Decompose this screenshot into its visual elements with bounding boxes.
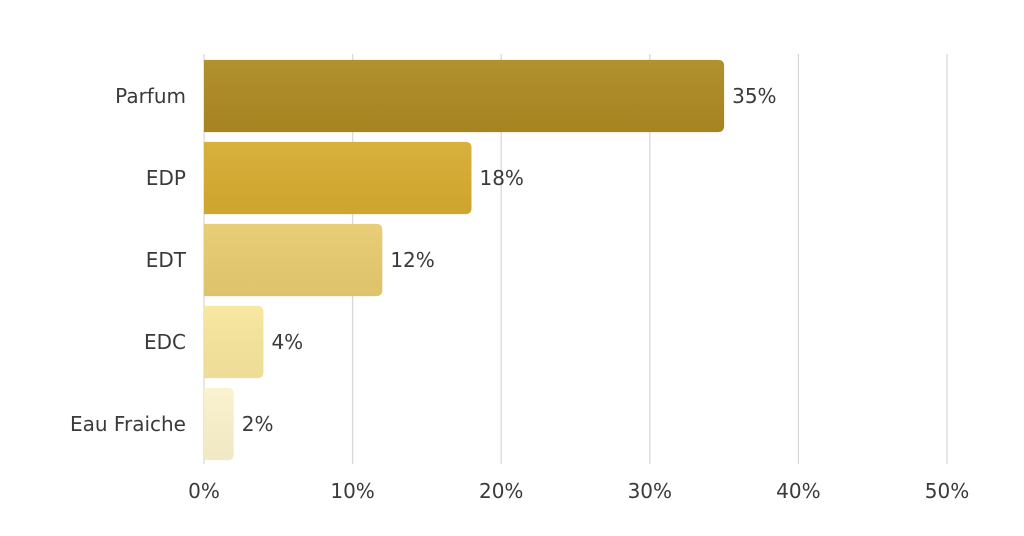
x-tick-label: 10%	[330, 479, 374, 503]
bar-shade	[204, 59, 725, 133]
bar-shade	[204, 387, 234, 461]
bar-shade	[204, 305, 264, 379]
data-label: 18%	[479, 166, 523, 190]
bars	[204, 59, 725, 461]
data-label: 2%	[242, 412, 274, 436]
category-label: Eau Fraiche	[70, 412, 186, 436]
category-label: Parfum	[115, 84, 186, 108]
x-tick-label: 30%	[628, 479, 672, 503]
data-label: 35%	[732, 84, 776, 108]
x-tick-label: 50%	[925, 479, 969, 503]
x-tick-label: 20%	[479, 479, 523, 503]
data-label: 4%	[271, 330, 303, 354]
category-label: EDC	[144, 330, 186, 354]
x-tick-label: 40%	[776, 479, 820, 503]
category-label: EDP	[146, 166, 186, 190]
category-label: EDT	[146, 248, 187, 272]
data-label: 12%	[390, 248, 434, 272]
bar-shade	[204, 223, 383, 297]
bar-shade	[204, 141, 472, 215]
labels: 0% 10% 20% 30% 40% 50% Parfum 35% EDP 18% EDT 12% ED…	[70, 84, 969, 503]
x-tick-label: 0%	[188, 479, 220, 503]
